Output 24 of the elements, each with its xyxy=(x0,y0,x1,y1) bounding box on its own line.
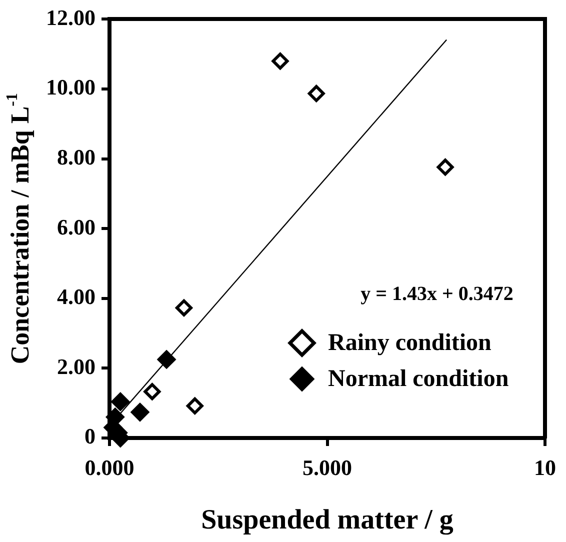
legend-label: Rainy condition xyxy=(328,330,492,356)
annotation: y = 1.43x + 0.3472 xyxy=(360,283,514,306)
y-axis-title: Concentration / mBq L-1 xyxy=(4,93,35,364)
y-tick-label: 6.00 xyxy=(57,214,96,240)
y-tick-label: 12.00 xyxy=(46,4,96,30)
point xyxy=(130,402,150,422)
legend-label: Normal condition xyxy=(328,366,509,392)
point xyxy=(308,85,325,102)
point xyxy=(436,158,454,176)
x-tick-label: 0.000 xyxy=(84,454,134,480)
x-axis-title: Suspended matter / g xyxy=(201,504,454,536)
point xyxy=(272,52,289,70)
y-tick-label: 10.00 xyxy=(46,74,96,100)
point xyxy=(157,350,176,369)
y-tick-label: 8.00 xyxy=(57,144,96,170)
y-tick-label: 2.00 xyxy=(57,354,96,379)
x-tick-label: 10 xyxy=(534,454,556,480)
point xyxy=(110,392,130,412)
x-tick-label: 5.000 xyxy=(302,454,352,480)
y-tick-label: 4.00 xyxy=(57,284,96,310)
y-tick-label: 0 xyxy=(84,424,96,449)
point xyxy=(186,397,204,414)
point xyxy=(175,299,192,316)
point xyxy=(144,383,161,400)
